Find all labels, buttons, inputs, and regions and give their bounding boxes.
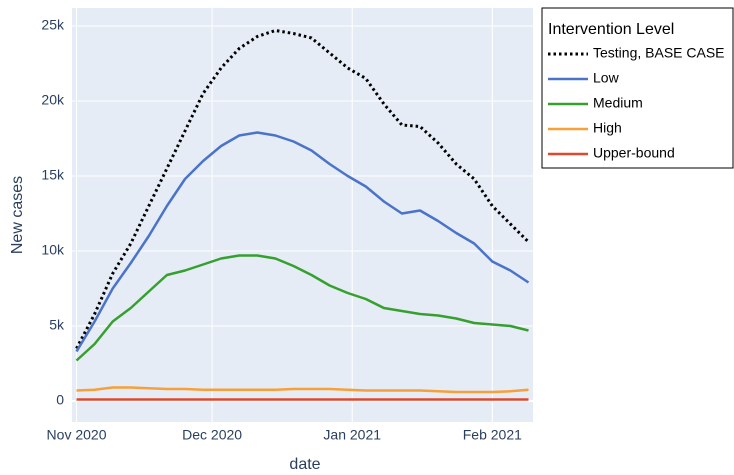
x-axis-title: date [289,456,320,473]
y-tick-label: 5k [49,317,65,333]
legend-label: Testing, BASE CASE [593,45,725,61]
x-tick-label: Feb 2021 [463,427,522,443]
series-line [76,386,529,394]
series-line [75,29,530,350]
plot-area [72,8,533,422]
legend-title: Intervention Level [548,21,674,38]
x-tick-label: Jan 2021 [323,427,381,443]
x-tick-label: Dec 2020 [182,427,242,443]
y-tick-label: 10k [41,242,65,258]
y-tick-label: 25k [41,17,65,33]
legend-label: Upper-bound [593,145,675,161]
y-axis-title: New cases [9,176,26,254]
legend-label: Low [593,70,620,86]
y-tick-label: 0 [56,392,64,408]
legend-label: High [593,120,622,136]
y-tick-label: 15k [41,167,65,183]
legend-box [541,7,734,169]
legend: Intervention Level Testing, BASE CASE Low… [541,7,734,169]
legend-label: Medium [593,95,643,111]
series-line [75,131,530,353]
y-tick-label: 20k [41,92,65,108]
series-line [75,254,529,362]
x-tick-label: Nov 2020 [47,427,107,443]
